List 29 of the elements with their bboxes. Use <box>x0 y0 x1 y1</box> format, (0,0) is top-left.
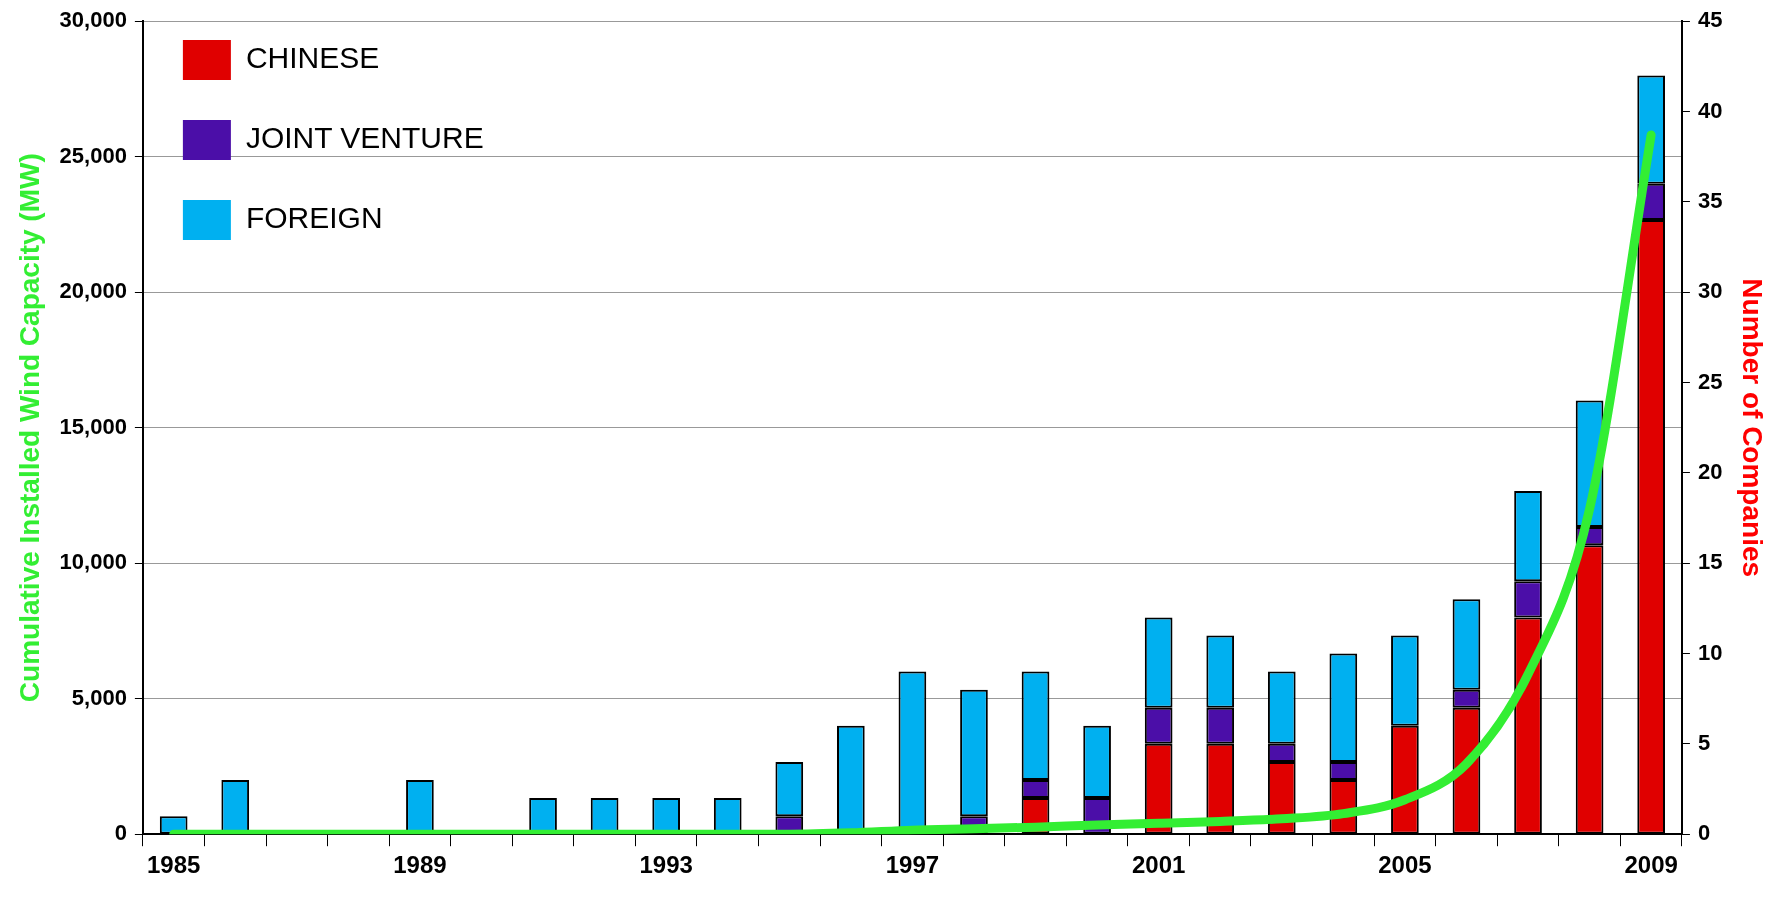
y-tick-label: 0 <box>114 820 127 846</box>
x-tick-label: 1993 <box>639 851 693 879</box>
y2-tick-label: 15 <box>1697 549 1723 575</box>
x-tick-label: 1985 <box>146 851 201 879</box>
y2-tick-label: 20 <box>1697 458 1723 484</box>
y2-tick-label: 30 <box>1697 278 1723 304</box>
y-tick-label: 5,000 <box>71 684 127 710</box>
x-tick-label: 2005 <box>1378 851 1432 879</box>
legend-label: CHINESE <box>245 41 380 75</box>
y-tick-label: 10,000 <box>59 549 127 575</box>
y2-tick-label: 40 <box>1697 97 1723 123</box>
y-tick-label: 30,000 <box>59 7 127 33</box>
x-tick-label: 2001 <box>1131 851 1186 879</box>
x-tick-label: 1997 <box>885 851 940 879</box>
y-axis-title: Cumulative Installed Wind Capacity (MW) <box>13 153 45 703</box>
y-tick-label: 15,000 <box>59 413 127 439</box>
y2-tick-label: 25 <box>1697 368 1723 394</box>
legend-label: JOINT VENTURE <box>245 121 484 155</box>
y2-tick-label: 0 <box>1697 820 1711 846</box>
y2-tick-label: 5 <box>1697 729 1711 755</box>
legend-label: FOREIGN <box>245 201 383 235</box>
x-tick-label: 1989 <box>393 851 447 879</box>
y2-tick-label: 10 <box>1697 639 1723 665</box>
y-tick-label: 25,000 <box>59 142 127 168</box>
x-tick-label: 2009 <box>1624 851 1678 879</box>
y2-tick-label: 35 <box>1697 187 1723 213</box>
y2-tick-label: 45 <box>1697 7 1723 33</box>
y2-axis-title: Number of Companies <box>1737 278 1769 578</box>
y-tick-label: 20,000 <box>59 278 127 304</box>
